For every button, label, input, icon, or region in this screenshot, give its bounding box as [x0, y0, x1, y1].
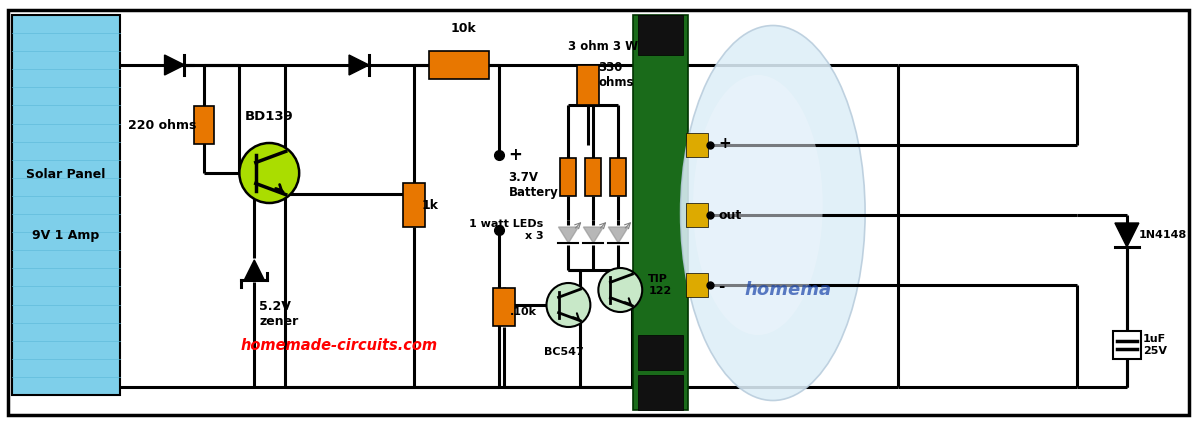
Text: .10k: .10k	[510, 307, 536, 317]
Text: homemade-circuits.com: homemade-circuits.com	[240, 337, 438, 352]
Text: 1uF
25V: 1uF 25V	[1142, 334, 1166, 356]
Bar	[638, 375, 683, 410]
Text: Solar Panel: Solar Panel	[26, 168, 106, 181]
Bar	[194, 106, 215, 144]
Text: BD139: BD139	[245, 110, 294, 123]
Text: 330
ohms: 330 ohms	[599, 61, 634, 89]
Text: BC547: BC547	[544, 347, 583, 357]
Circle shape	[239, 143, 299, 203]
Polygon shape	[1115, 223, 1139, 247]
Bar	[12, 15, 120, 395]
Bar	[686, 273, 708, 297]
Bar	[403, 183, 425, 227]
Text: 9V 1 Amp: 9V 1 Amp	[32, 229, 100, 242]
Polygon shape	[583, 227, 604, 243]
Ellipse shape	[680, 26, 865, 400]
Bar	[1112, 331, 1141, 359]
Polygon shape	[608, 227, 629, 243]
Polygon shape	[349, 55, 368, 75]
Circle shape	[546, 283, 590, 327]
Bar	[428, 51, 488, 79]
Polygon shape	[164, 55, 185, 75]
Text: 5.2V
zener: 5.2V zener	[259, 300, 299, 328]
Bar	[611, 158, 626, 196]
Bar	[586, 158, 601, 196]
Text: 220 ohms: 220 ohms	[128, 119, 197, 131]
Text: TIP
122: TIP 122	[648, 274, 672, 296]
Polygon shape	[558, 227, 578, 243]
Text: 1k: 1k	[422, 198, 439, 212]
Bar	[493, 288, 515, 326]
Polygon shape	[245, 260, 264, 280]
Text: 1N4148: 1N4148	[1139, 230, 1187, 240]
Text: +: +	[509, 146, 522, 164]
Bar	[686, 203, 708, 227]
Text: 1 watt LEDs
x 3: 1 watt LEDs x 3	[469, 219, 544, 241]
Text: 10k: 10k	[451, 22, 476, 35]
Text: out: out	[718, 209, 742, 221]
Bar	[560, 158, 576, 196]
Bar	[638, 335, 683, 370]
Text: -: -	[718, 280, 725, 295]
Text: +: +	[718, 136, 731, 150]
Bar	[638, 15, 683, 55]
Circle shape	[599, 268, 642, 312]
Text: 3.7V
Battery: 3.7V Battery	[509, 171, 558, 199]
Text: 3 ohm 3 W x 3: 3 ohm 3 W x 3	[569, 40, 662, 53]
Text: homema: homema	[744, 281, 832, 299]
Bar	[634, 15, 688, 410]
Ellipse shape	[694, 75, 823, 335]
Bar	[577, 65, 599, 105]
Bar	[686, 133, 708, 157]
